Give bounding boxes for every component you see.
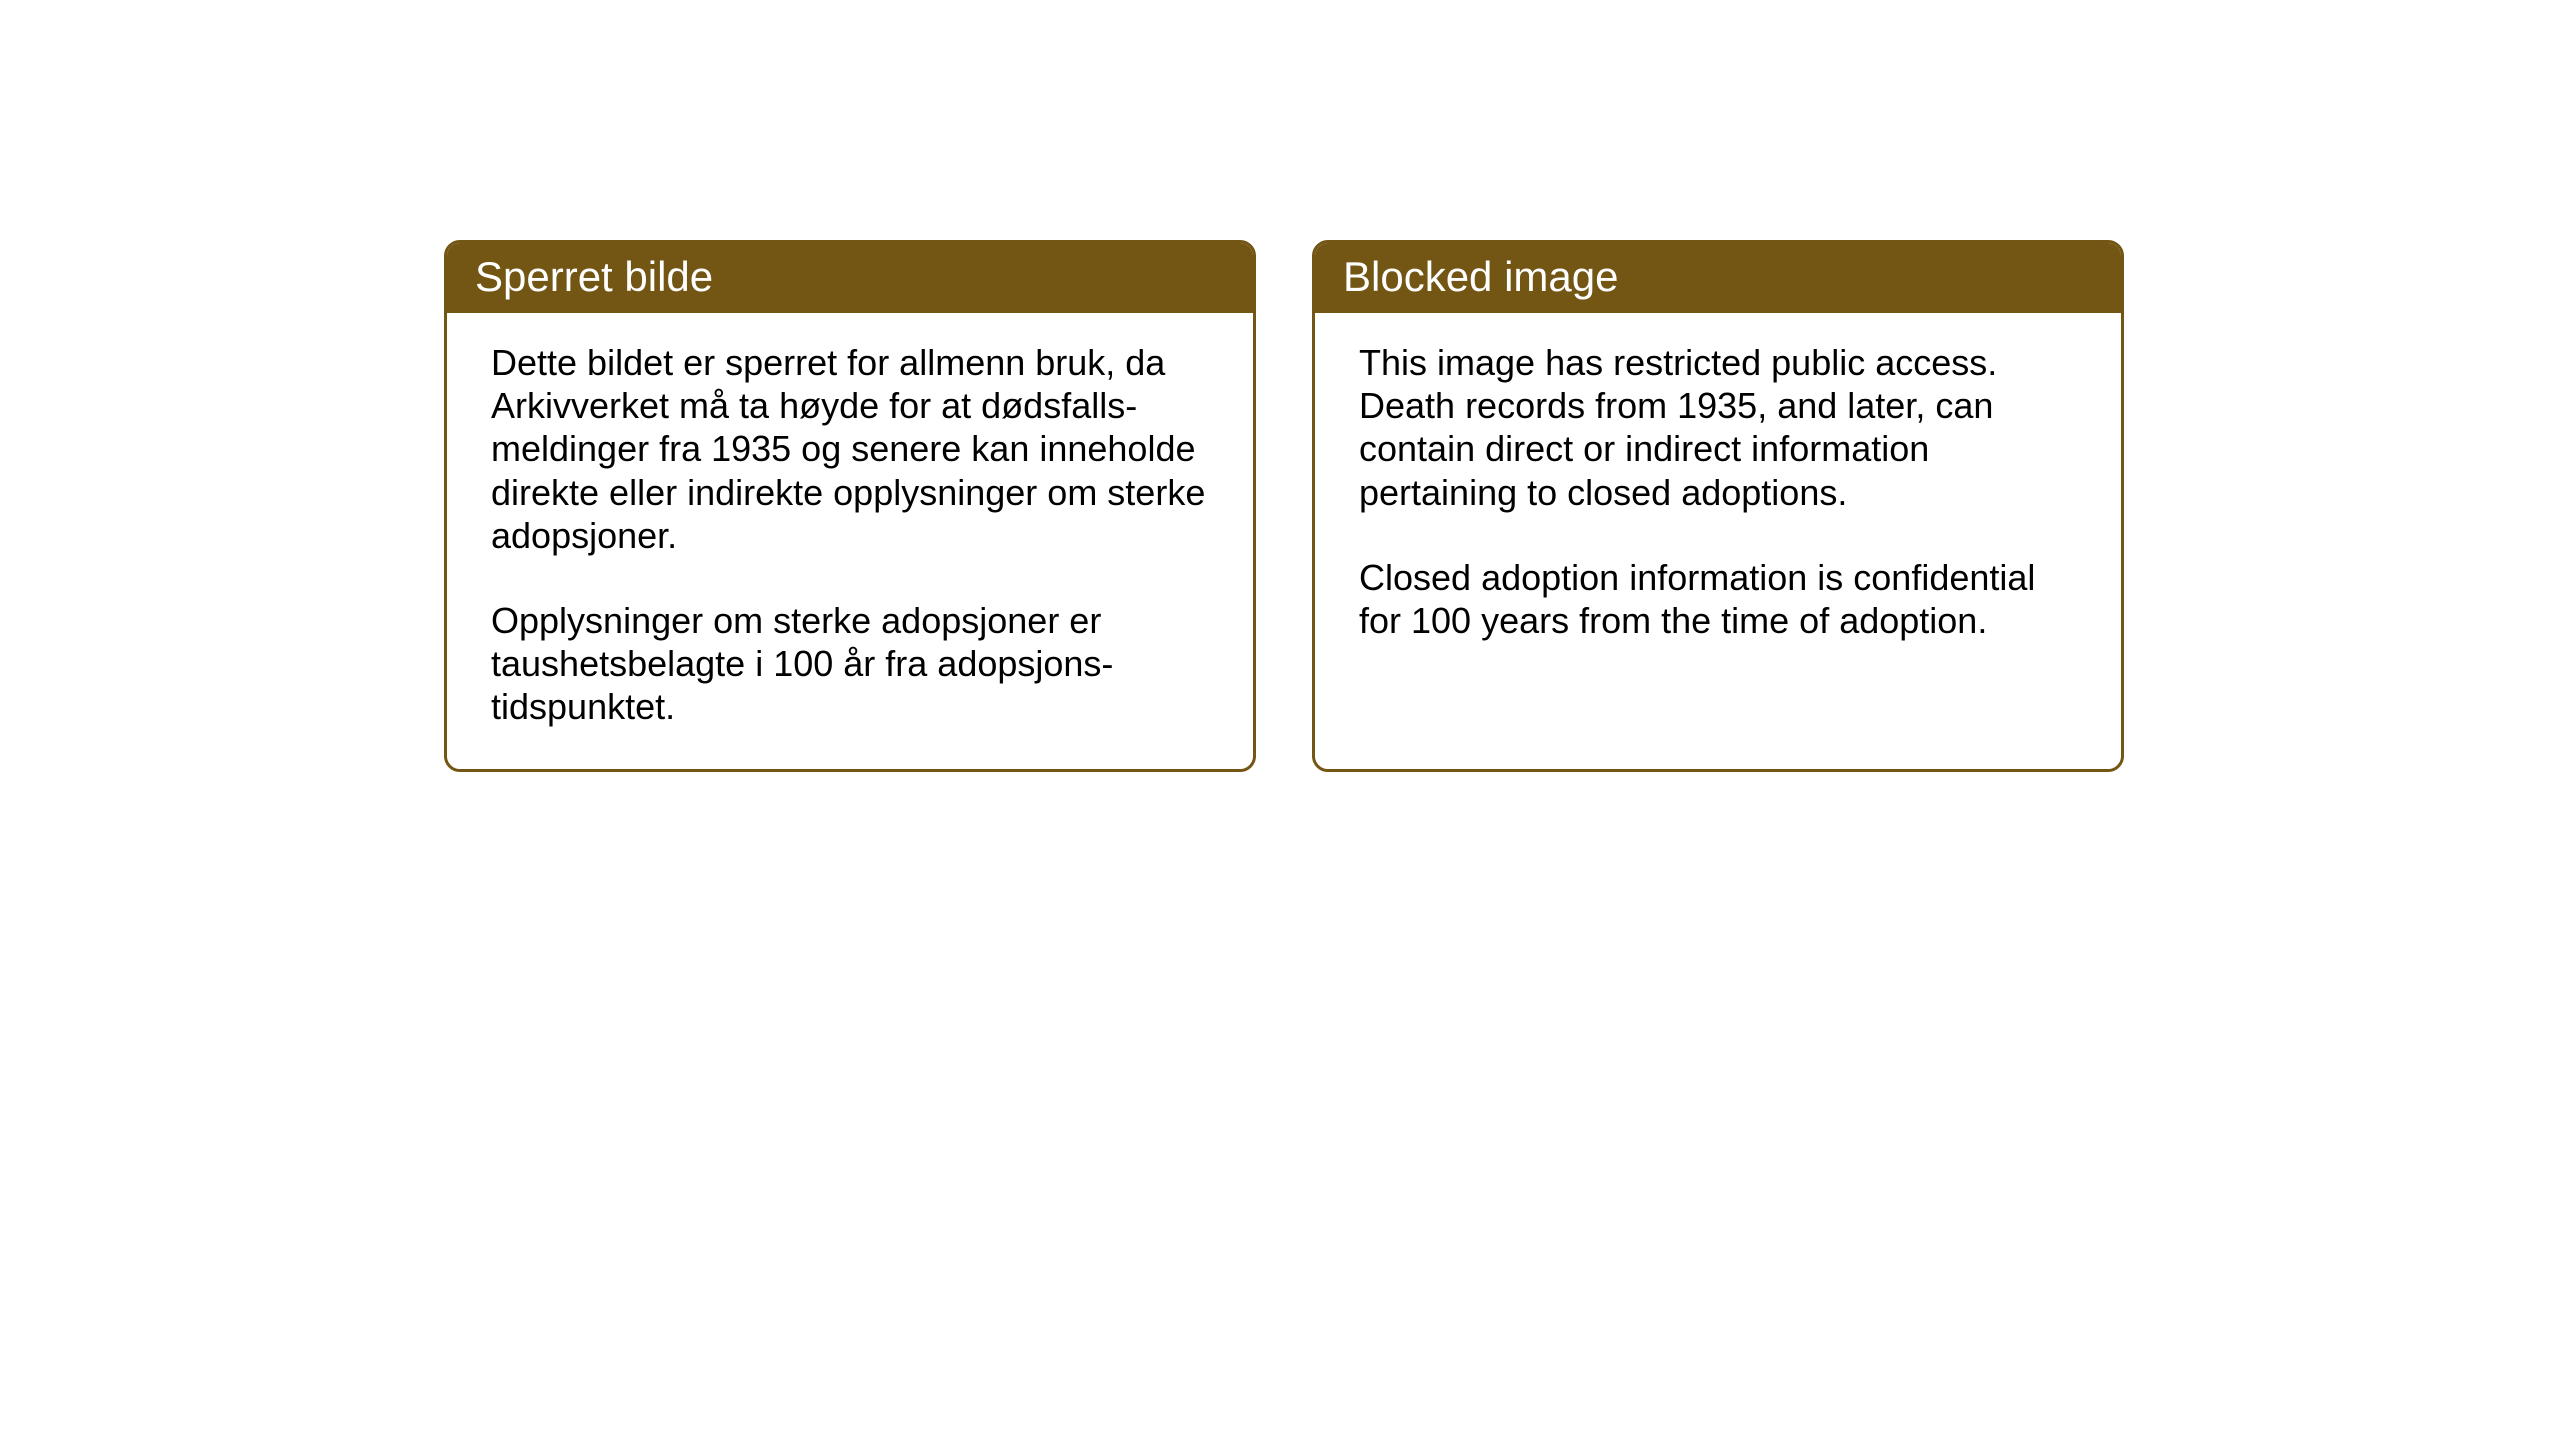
- card-english-header: Blocked image: [1315, 243, 2121, 313]
- card-norwegian-body: Dette bildet er sperret for allmenn bruk…: [447, 313, 1253, 769]
- card-english-body: This image has restricted public access.…: [1315, 313, 2121, 682]
- card-english: Blocked image This image has restricted …: [1312, 240, 2124, 772]
- card-english-title: Blocked image: [1343, 253, 1618, 300]
- card-norwegian: Sperret bilde Dette bildet er sperret fo…: [444, 240, 1256, 772]
- card-norwegian-paragraph-1: Dette bildet er sperret for allmenn bruk…: [491, 341, 1209, 557]
- card-norwegian-paragraph-2: Opplysninger om sterke adopsjoner er tau…: [491, 599, 1209, 729]
- card-english-paragraph-1: This image has restricted public access.…: [1359, 341, 2077, 514]
- card-norwegian-title: Sperret bilde: [475, 253, 713, 300]
- card-norwegian-header: Sperret bilde: [447, 243, 1253, 313]
- card-english-paragraph-2: Closed adoption information is confident…: [1359, 556, 2077, 642]
- cards-container: Sperret bilde Dette bildet er sperret fo…: [444, 240, 2124, 772]
